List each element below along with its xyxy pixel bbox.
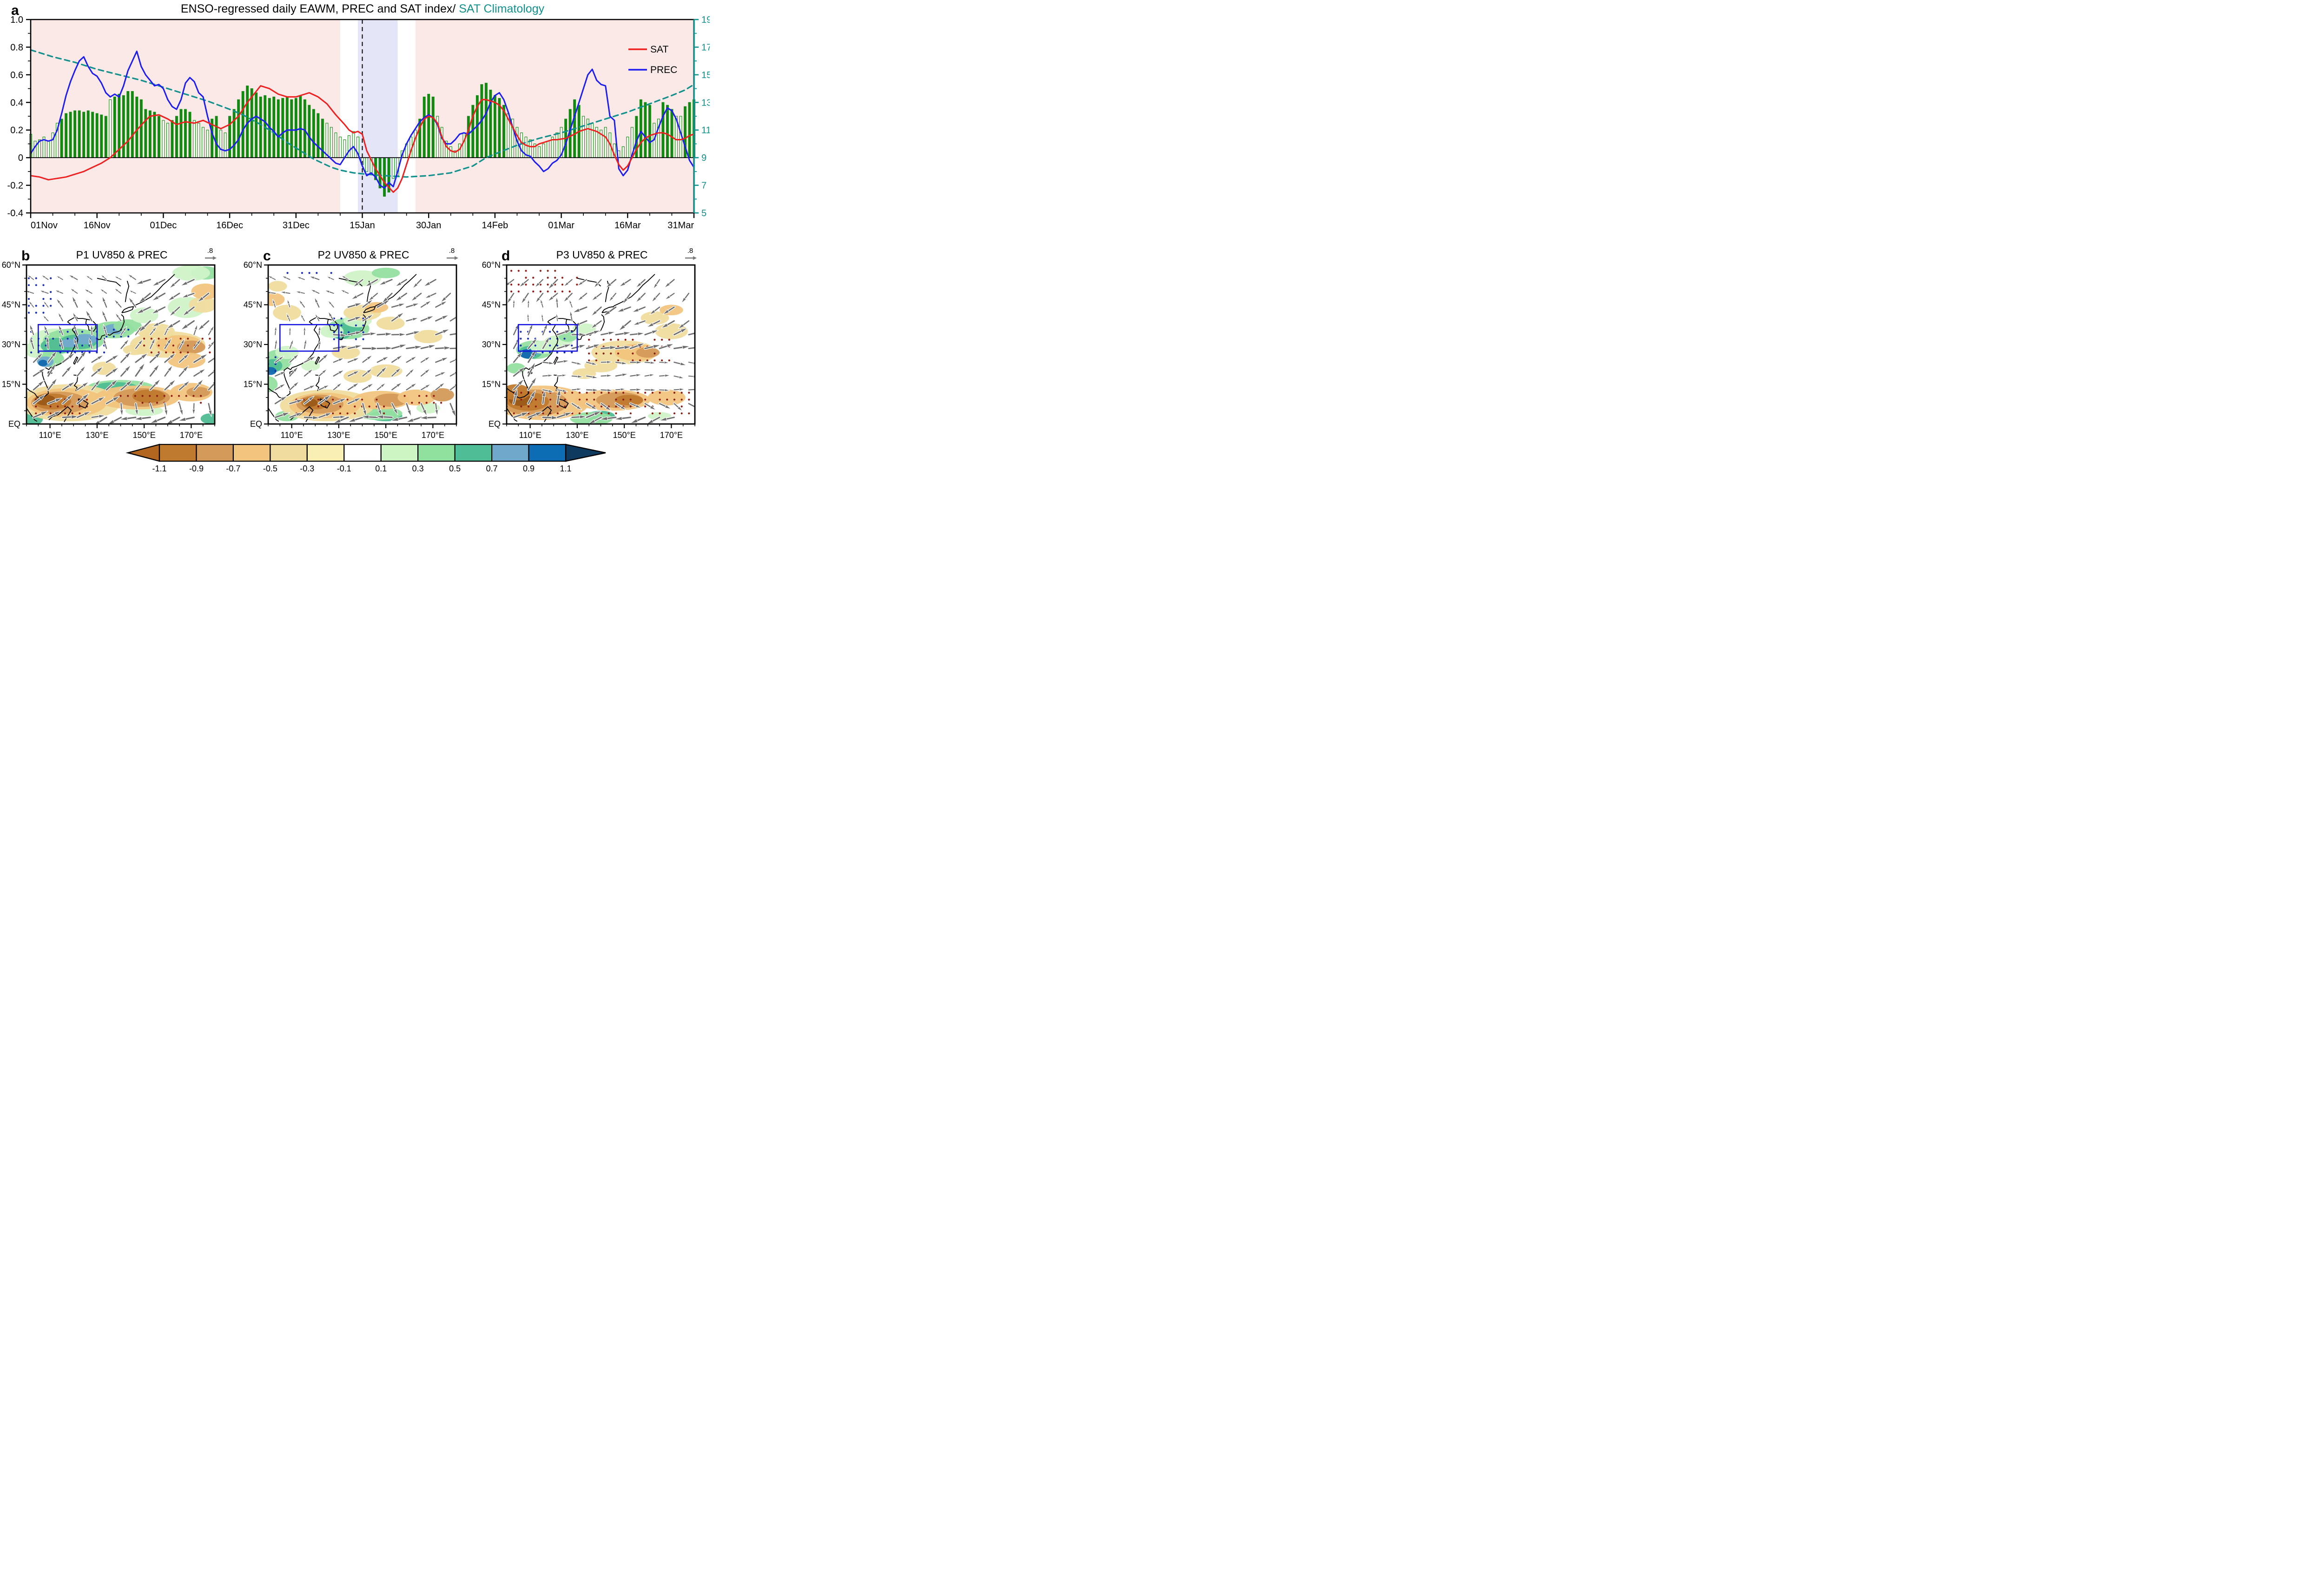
svg-text:-0.9: -0.9 <box>189 464 204 473</box>
map-b-vector-ref-arrow-icon <box>205 256 217 260</box>
panel-a-title: ENSO-regressed daily EAWM, PREC and SAT … <box>181 2 545 15</box>
svg-text:110°E: 110°E <box>519 430 541 440</box>
svg-text:110°E: 110°E <box>281 430 303 440</box>
svg-text:1.1: 1.1 <box>560 464 571 473</box>
svg-text:14Feb: 14Feb <box>482 220 508 231</box>
svg-text:15Jan: 15Jan <box>350 220 375 231</box>
panel-letter-b: b <box>21 248 30 264</box>
svg-text:15°N: 15°N <box>244 380 262 389</box>
svg-text:15°N: 15°N <box>2 380 20 389</box>
panel-a-title-black: ENSO-regressed daily EAWM, PREC and SAT … <box>181 2 456 15</box>
svg-text:01Dec: 01Dec <box>150 220 177 231</box>
map-d-title: P3 UV850 & PREC <box>556 249 648 261</box>
svg-text:45°N: 45°N <box>2 300 20 310</box>
svg-text:1.0: 1.0 <box>10 15 23 25</box>
svg-text:150°E: 150°E <box>375 430 397 440</box>
svg-text:0.2: 0.2 <box>10 126 23 136</box>
svg-text:170°E: 170°E <box>660 430 683 440</box>
svg-text:0.4: 0.4 <box>10 98 23 108</box>
svg-text:16Mar: 16Mar <box>614 220 641 231</box>
svg-text:60°N: 60°N <box>244 260 262 270</box>
panel-a-timeseries-chart: 1.0 0.8 0.6 0.4 0.2 0 -0.2 -0.4 19 17 15 13 11 9 7 5 01N… <box>7 2 710 231</box>
map-c-content: 60°N 45°N 30°N 15°N EQ 110°E 130°E 150°E 170°E <box>244 260 457 440</box>
panel-b-map: 60°N 45°N 30°N 15°N EQ 110°E 130°E 150°E 170°E b… <box>2 247 217 440</box>
svg-text:-0.4: -0.4 <box>7 208 23 219</box>
svg-text:5: 5 <box>701 208 706 219</box>
figure: 1.0 0.8 0.6 0.4 0.2 0 -0.2 -0.4 19 17 15 13 11 9 7 5 01N… <box>0 0 710 473</box>
svg-text:7: 7 <box>701 181 706 191</box>
svg-text:-0.1: -0.1 <box>337 464 351 473</box>
panel-c-map: 60°N 45°N 30°N 15°N EQ 110°E 130°E 150°E 170°E c… <box>244 247 458 440</box>
map-c-vector-ref-label: .8 <box>449 247 455 255</box>
panel-letter-c: c <box>263 248 271 264</box>
svg-text:11: 11 <box>701 126 710 136</box>
svg-text:30°N: 30°N <box>244 340 262 349</box>
svg-text:110°E: 110°E <box>39 430 61 440</box>
svg-text:30°N: 30°N <box>2 340 20 349</box>
svg-text:31Dec: 31Dec <box>283 220 310 231</box>
svg-text:0.7: 0.7 <box>486 464 498 473</box>
panel-letter-d: d <box>502 248 510 264</box>
panel-letter-a: a <box>11 3 19 18</box>
svg-text:-0.2: -0.2 <box>7 181 23 191</box>
svg-text:EQ: EQ <box>8 419 20 429</box>
svg-text:170°E: 170°E <box>180 430 203 440</box>
panel-a-legend: SAT PREC <box>628 44 677 75</box>
map-b-vector-ref-label: .8 <box>207 247 213 255</box>
svg-text:45°N: 45°N <box>482 300 501 310</box>
panel-a-title-teal: SAT Climatology <box>456 2 544 15</box>
svg-text:170°E: 170°E <box>422 430 444 440</box>
svg-text:30Jan: 30Jan <box>416 220 442 231</box>
svg-text:EQ: EQ <box>250 419 262 429</box>
svg-text:EQ: EQ <box>489 419 501 429</box>
svg-text:130°E: 130°E <box>86 430 108 440</box>
legend-prec-label: PREC <box>650 65 677 75</box>
svg-text:60°N: 60°N <box>2 260 20 270</box>
colorbar-content: -1.1 -0.9 -0.7 -0.5 -0.3 -0.1 0.1 0.3 0.5 0.7 0.9 1… <box>125 444 606 473</box>
svg-text:-0.5: -0.5 <box>263 464 277 473</box>
svg-text:0.5: 0.5 <box>449 464 461 473</box>
panel-a-plot-content: 1.0 0.8 0.6 0.4 0.2 0 -0.2 -0.4 19 17 15 13 11 9 7 5 01N… <box>7 15 710 231</box>
svg-text:60°N: 60°N <box>482 260 501 270</box>
map-d-content: 60°N 45°N 30°N 15°N EQ 110°E 130°E 150°E 170°E <box>482 260 696 440</box>
svg-text:15: 15 <box>701 70 710 80</box>
svg-text:0.8: 0.8 <box>10 42 23 53</box>
svg-text:150°E: 150°E <box>133 430 156 440</box>
svg-text:01Mar: 01Mar <box>548 220 574 231</box>
svg-text:0: 0 <box>18 153 23 163</box>
map-b-content: 60°N 45°N 30°N 15°N EQ 110°E 130°E 150°E 170°E <box>2 260 216 440</box>
svg-text:0.9: 0.9 <box>523 464 535 473</box>
svg-text:0.1: 0.1 <box>375 464 387 473</box>
svg-text:13: 13 <box>701 98 710 108</box>
map-b-title: P1 UV850 & PREC <box>76 249 168 261</box>
svg-text:130°E: 130°E <box>566 430 588 440</box>
map-c-vector-ref-arrow-icon <box>447 256 458 260</box>
svg-text:01Nov: 01Nov <box>31 220 58 231</box>
legend-sat-label: SAT <box>650 44 668 55</box>
precip-colorbar: -1.1 -0.9 -0.7 -0.5 -0.3 -0.1 0.1 0.3 0.5 0.7 0.9 1… <box>125 444 606 473</box>
svg-text:15°N: 15°N <box>482 380 501 389</box>
svg-text:-1.1: -1.1 <box>152 464 166 473</box>
svg-text:-0.7: -0.7 <box>226 464 240 473</box>
svg-text:150°E: 150°E <box>613 430 636 440</box>
svg-text:19: 19 <box>701 15 710 25</box>
svg-text:-0.3: -0.3 <box>300 464 314 473</box>
svg-text:0.6: 0.6 <box>10 70 23 80</box>
svg-text:30°N: 30°N <box>482 340 501 349</box>
svg-text:9: 9 <box>701 153 706 163</box>
svg-text:130°E: 130°E <box>327 430 350 440</box>
svg-text:31Mar: 31Mar <box>667 220 694 231</box>
map-c-title: P2 UV850 & PREC <box>318 249 409 261</box>
panel-d-map: 60°N 45°N 30°N 15°N EQ 110°E 130°E 150°E 170°E d… <box>482 247 697 440</box>
svg-text:16Nov: 16Nov <box>84 220 111 231</box>
map-d-vector-ref-arrow-icon <box>685 256 697 260</box>
svg-text:0.3: 0.3 <box>412 464 424 473</box>
svg-text:17: 17 <box>701 42 710 53</box>
svg-text:45°N: 45°N <box>244 300 262 310</box>
svg-text:16Dec: 16Dec <box>216 220 243 231</box>
map-d-vector-ref-label: .8 <box>687 247 693 255</box>
